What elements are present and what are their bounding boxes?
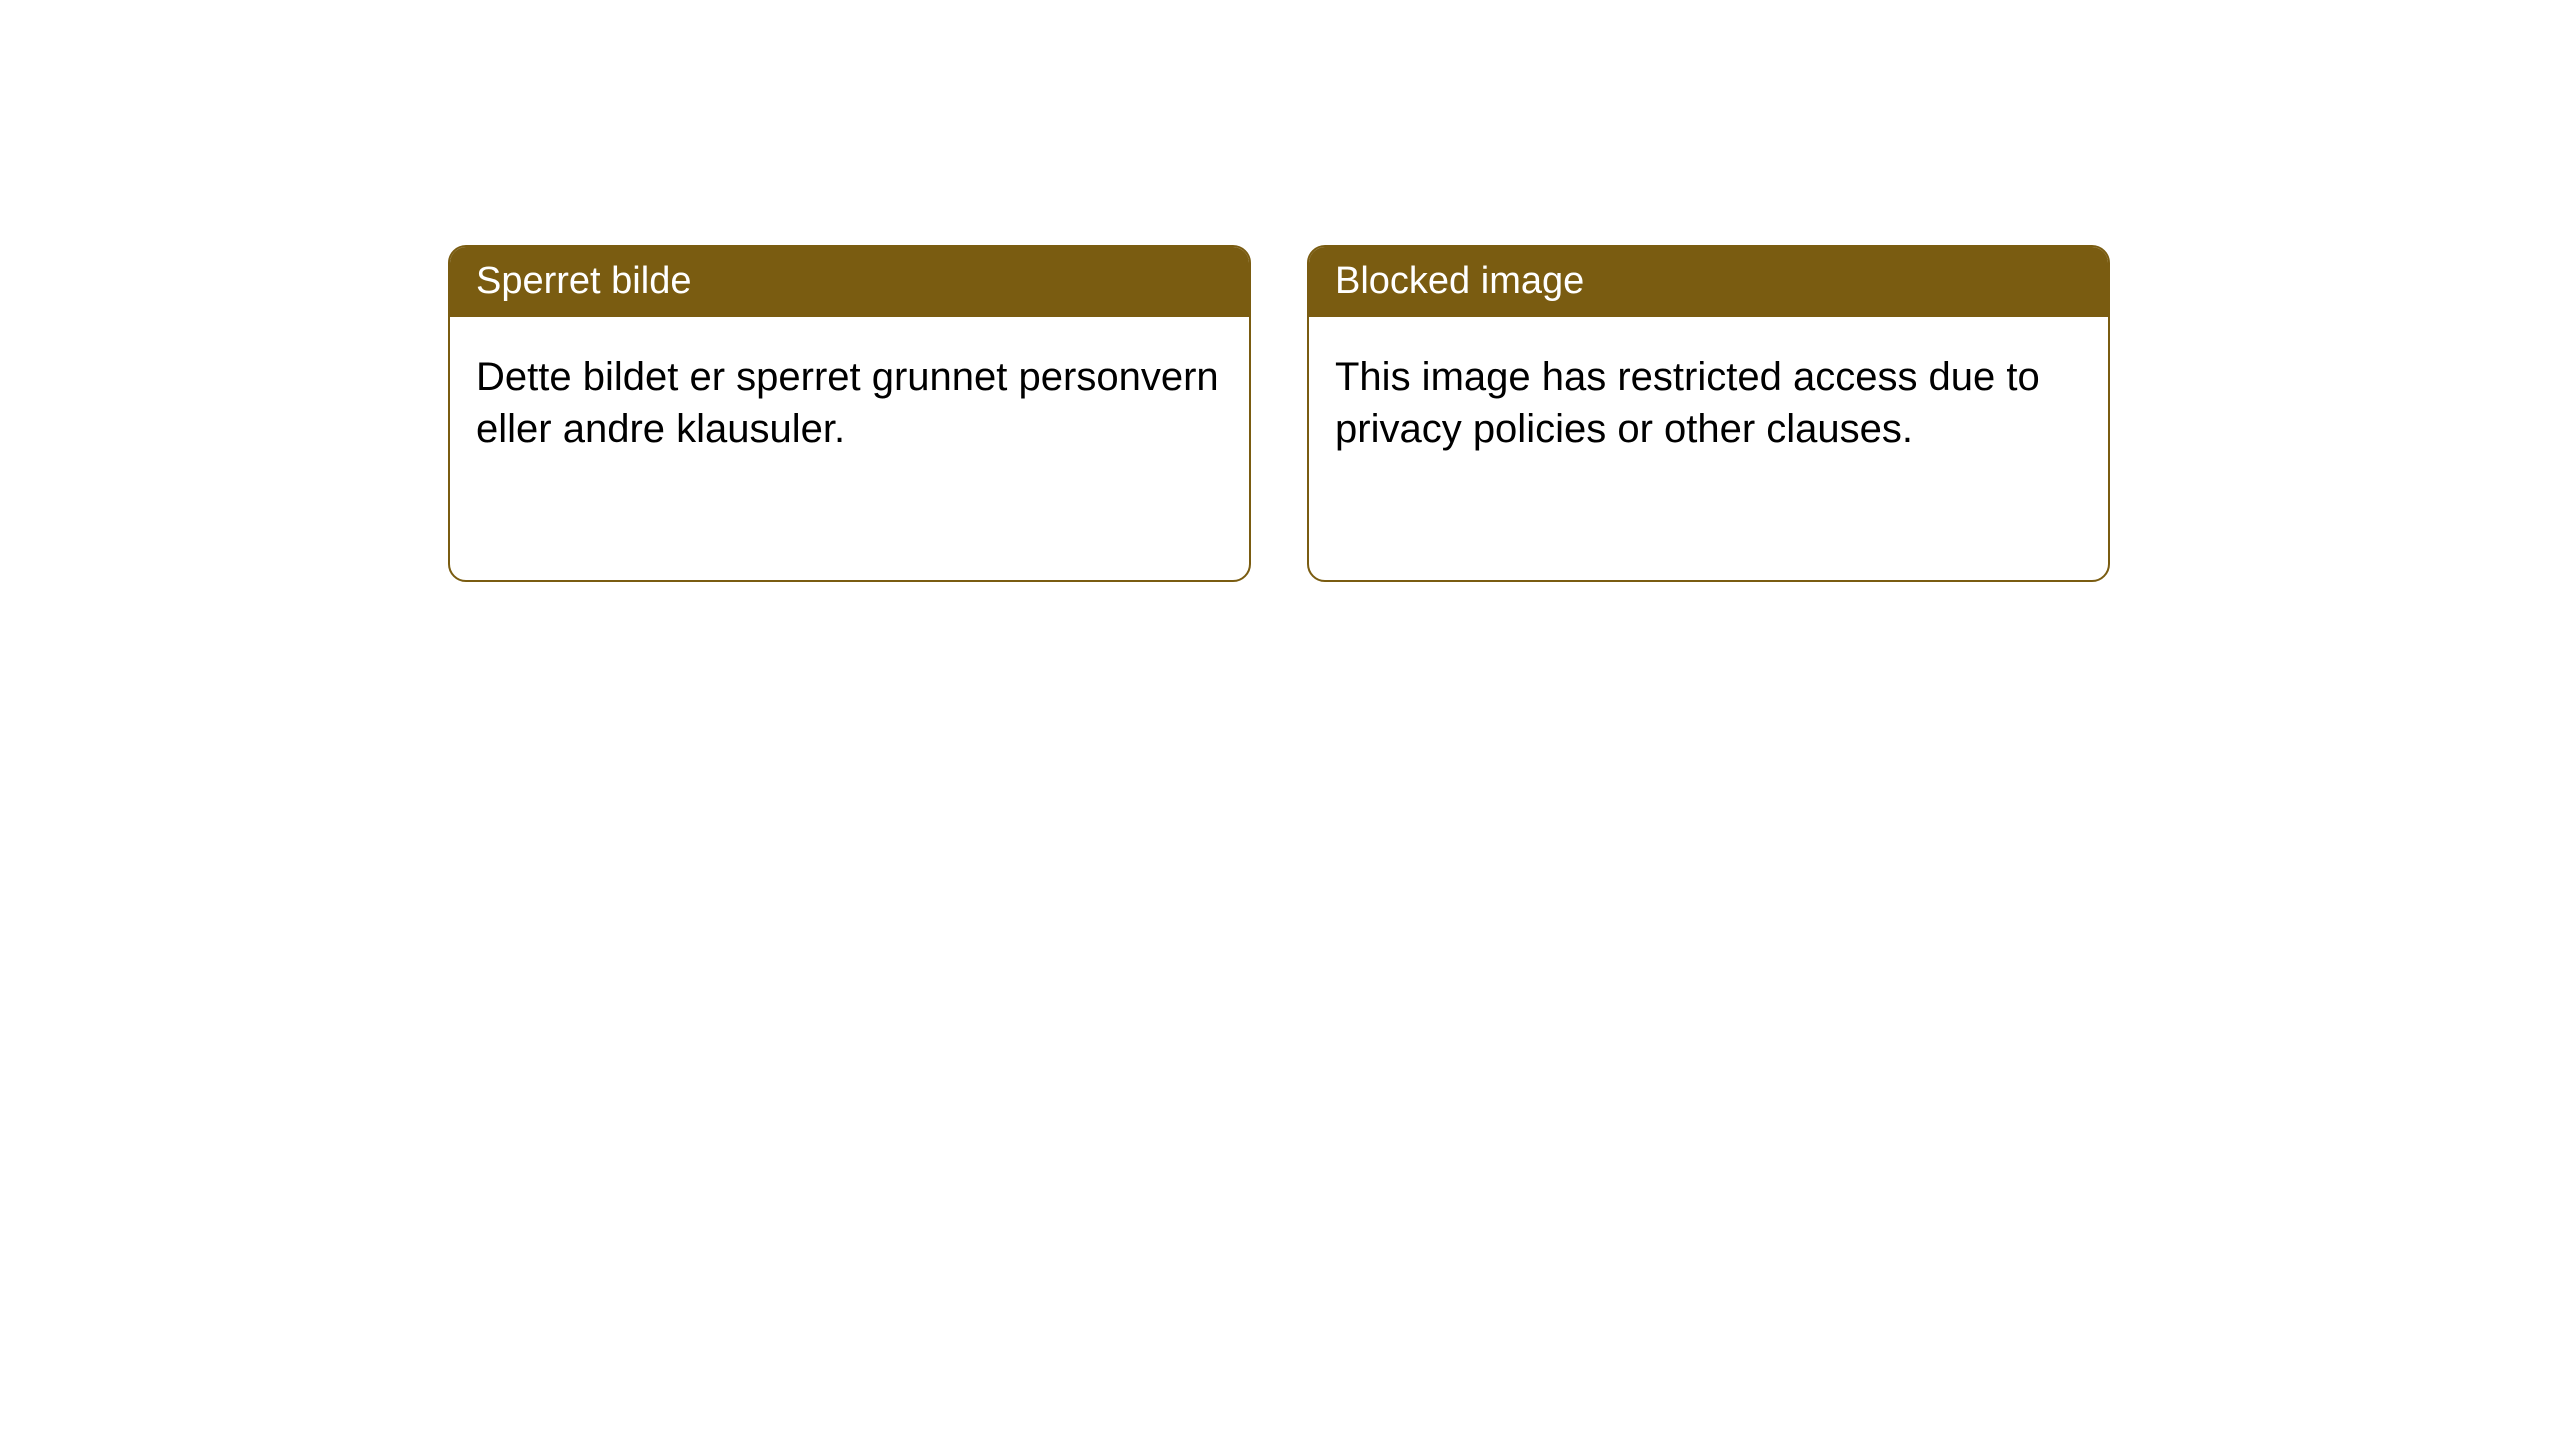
card-title: Sperret bilde — [476, 260, 691, 302]
card-body-norwegian: Dette bildet er sperret grunnet personve… — [450, 317, 1249, 489]
card-english: Blocked image This image has restricted … — [1307, 245, 2110, 582]
card-title: Blocked image — [1335, 260, 1584, 302]
card-body-english: This image has restricted access due to … — [1309, 317, 2108, 489]
card-text: This image has restricted access due to … — [1335, 355, 2040, 451]
notice-container: Sperret bilde Dette bildet er sperret gr… — [448, 245, 2110, 582]
card-header-norwegian: Sperret bilde — [450, 247, 1249, 317]
card-norwegian: Sperret bilde Dette bildet er sperret gr… — [448, 245, 1251, 582]
card-text: Dette bildet er sperret grunnet personve… — [476, 355, 1219, 451]
card-header-english: Blocked image — [1309, 247, 2108, 317]
